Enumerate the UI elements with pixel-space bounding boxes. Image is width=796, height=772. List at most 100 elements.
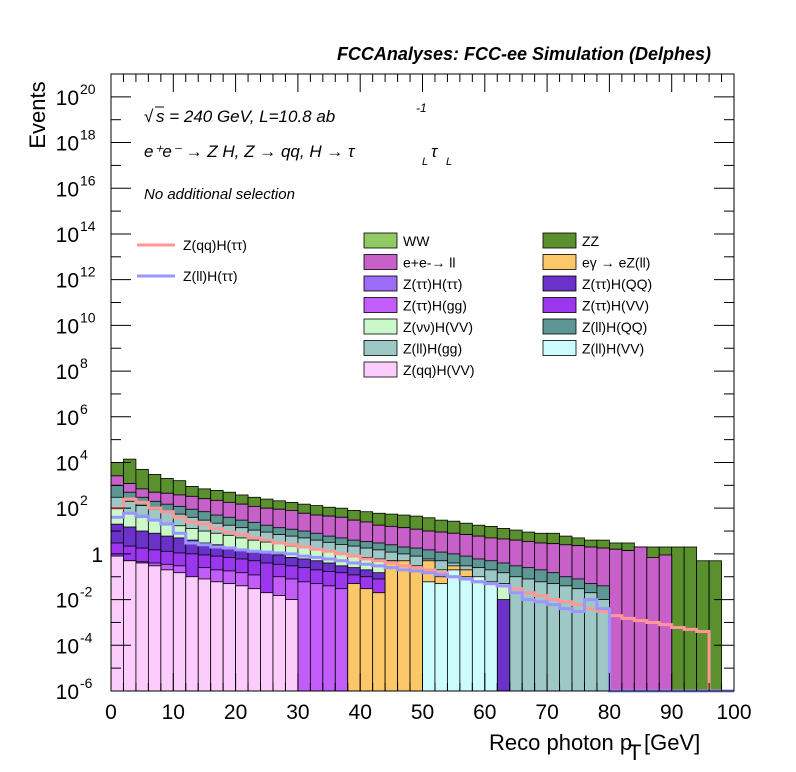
y-tick-label: 10	[56, 407, 79, 430]
legend-label: Z(ττ)H(VV)	[582, 298, 649, 314]
legend-swatch	[363, 361, 398, 378]
y-tick-exponent: -2	[80, 584, 93, 600]
bar	[496, 599, 511, 692]
bar	[621, 550, 635, 692]
bar	[447, 569, 461, 692]
series-line-z-ll-h	[111, 511, 734, 693]
legend-label: e+e-→ ll	[403, 255, 456, 271]
x-tick-label: 10	[162, 701, 185, 724]
legend: Z(qq)H(ττ) Z(ll)H(ττ) WW ZZ e+e-→ ll eγ → eZ(…	[137, 232, 652, 378]
bar	[683, 546, 698, 692]
x-tick-label: 70	[535, 701, 558, 724]
y-tick-exponent: 18	[80, 127, 96, 143]
y-tick-label: 10	[56, 361, 79, 384]
legend-swatch	[363, 254, 398, 270]
bar	[197, 578, 212, 692]
bar	[384, 560, 398, 692]
y-tick-exponent: 16	[80, 172, 96, 188]
y-tick-exponent: 12	[80, 264, 96, 280]
bar	[222, 583, 236, 692]
tau-subscript-1: L	[422, 156, 428, 168]
bar	[708, 560, 722, 692]
bar	[147, 565, 162, 692]
bar	[484, 583, 498, 692]
legend-swatch	[363, 297, 398, 313]
legend-label: Z(ττ)H(gg)	[403, 298, 467, 314]
bar	[609, 548, 623, 692]
y-tick-label: 10	[56, 270, 79, 293]
y-tick-label: 10	[56, 87, 79, 110]
legend-label: Z(ll)H(gg)	[403, 341, 462, 357]
y-tick-label: 10	[56, 224, 79, 247]
bar	[172, 572, 187, 692]
legend-swatch	[542, 340, 577, 356]
stacked-histogram	[110, 458, 722, 692]
bar	[397, 560, 411, 692]
annotation-energy: √ s = 240 GeV, L=10.8 ab -1	[144, 101, 427, 126]
bar	[135, 562, 149, 692]
y-tick-label: 10	[56, 635, 79, 658]
y-tick-exponent: 14	[80, 218, 96, 234]
bar	[646, 557, 660, 692]
bar	[235, 585, 249, 692]
x-tick-label: 50	[411, 701, 434, 724]
x-tick-label: 20	[224, 701, 247, 724]
x-tick-label: 30	[286, 701, 309, 724]
annotation-process: e⁺e⁻ → Z H, Z → qq, H → τ L τ L	[144, 142, 452, 168]
x-tick-label: 60	[473, 701, 496, 724]
bar	[521, 578, 536, 692]
chart-title: FCCAnalyses: FCC-ee Simulation (Delphes)	[337, 44, 711, 64]
y-tick-label: 1	[91, 544, 103, 567]
signal-lines	[111, 497, 734, 693]
y-tick-exponent: 4	[80, 446, 88, 462]
legend-swatch	[542, 318, 577, 335]
x-axis-label-unit: [GeV]	[644, 730, 700, 755]
y-tick-label: 10	[56, 133, 79, 156]
y-tick-label: 10	[56, 498, 79, 521]
legend-label: Z(qq)H(VV)	[403, 362, 475, 378]
bar	[334, 588, 349, 692]
legend-label: Z(νν)H(VV)	[403, 319, 473, 335]
bar	[285, 599, 299, 692]
legend-label: ZZ	[582, 233, 600, 249]
x-axis-label: Reco photon p T [GeV]	[489, 730, 700, 765]
bar	[347, 583, 361, 692]
bar	[696, 560, 710, 692]
y-tick-exponent: -6	[80, 675, 93, 691]
bar	[322, 585, 336, 692]
tau-subscript-2: L	[446, 156, 452, 168]
series-line-z-qq-h	[111, 497, 734, 693]
sqrt-symbol: √	[144, 107, 154, 126]
bar	[471, 576, 486, 692]
y-tick-exponent: 10	[80, 309, 96, 325]
x-tick-label: 80	[598, 701, 621, 724]
y-tick-label: 10	[56, 178, 79, 201]
bar	[658, 554, 673, 692]
legend-label: WW	[403, 233, 430, 249]
legend-swatch	[363, 275, 398, 292]
selection-note: No additional selection	[144, 186, 295, 203]
process-text: e⁺e⁻ → Z H, Z → qq, H → τ	[144, 142, 356, 161]
bar	[422, 581, 436, 692]
x-axis-label-subscript: T	[628, 740, 641, 765]
x-axis-label-main: Reco photon p	[489, 730, 632, 755]
bar	[123, 560, 137, 692]
bar	[359, 588, 374, 692]
x-tick-label: 40	[349, 701, 372, 724]
bar	[409, 565, 423, 692]
legend-swatch	[363, 318, 398, 335]
legend-swatch	[363, 232, 398, 249]
bar	[596, 599, 610, 692]
legend-label: Z(ll)H(ττ)	[183, 268, 238, 284]
bar	[160, 569, 174, 692]
bar	[633, 546, 648, 692]
bar	[260, 592, 274, 692]
bar	[372, 592, 386, 692]
x-axis: 0 10 20 30 40 50 60 70 80 90 100	[105, 74, 752, 724]
x-tick-label: 0	[105, 701, 117, 724]
legend-label: Z(qq)H(ττ)	[183, 237, 247, 253]
legend-label: Z(ll)H(QQ)	[582, 319, 647, 335]
y-tick-exponent: 6	[80, 401, 88, 417]
